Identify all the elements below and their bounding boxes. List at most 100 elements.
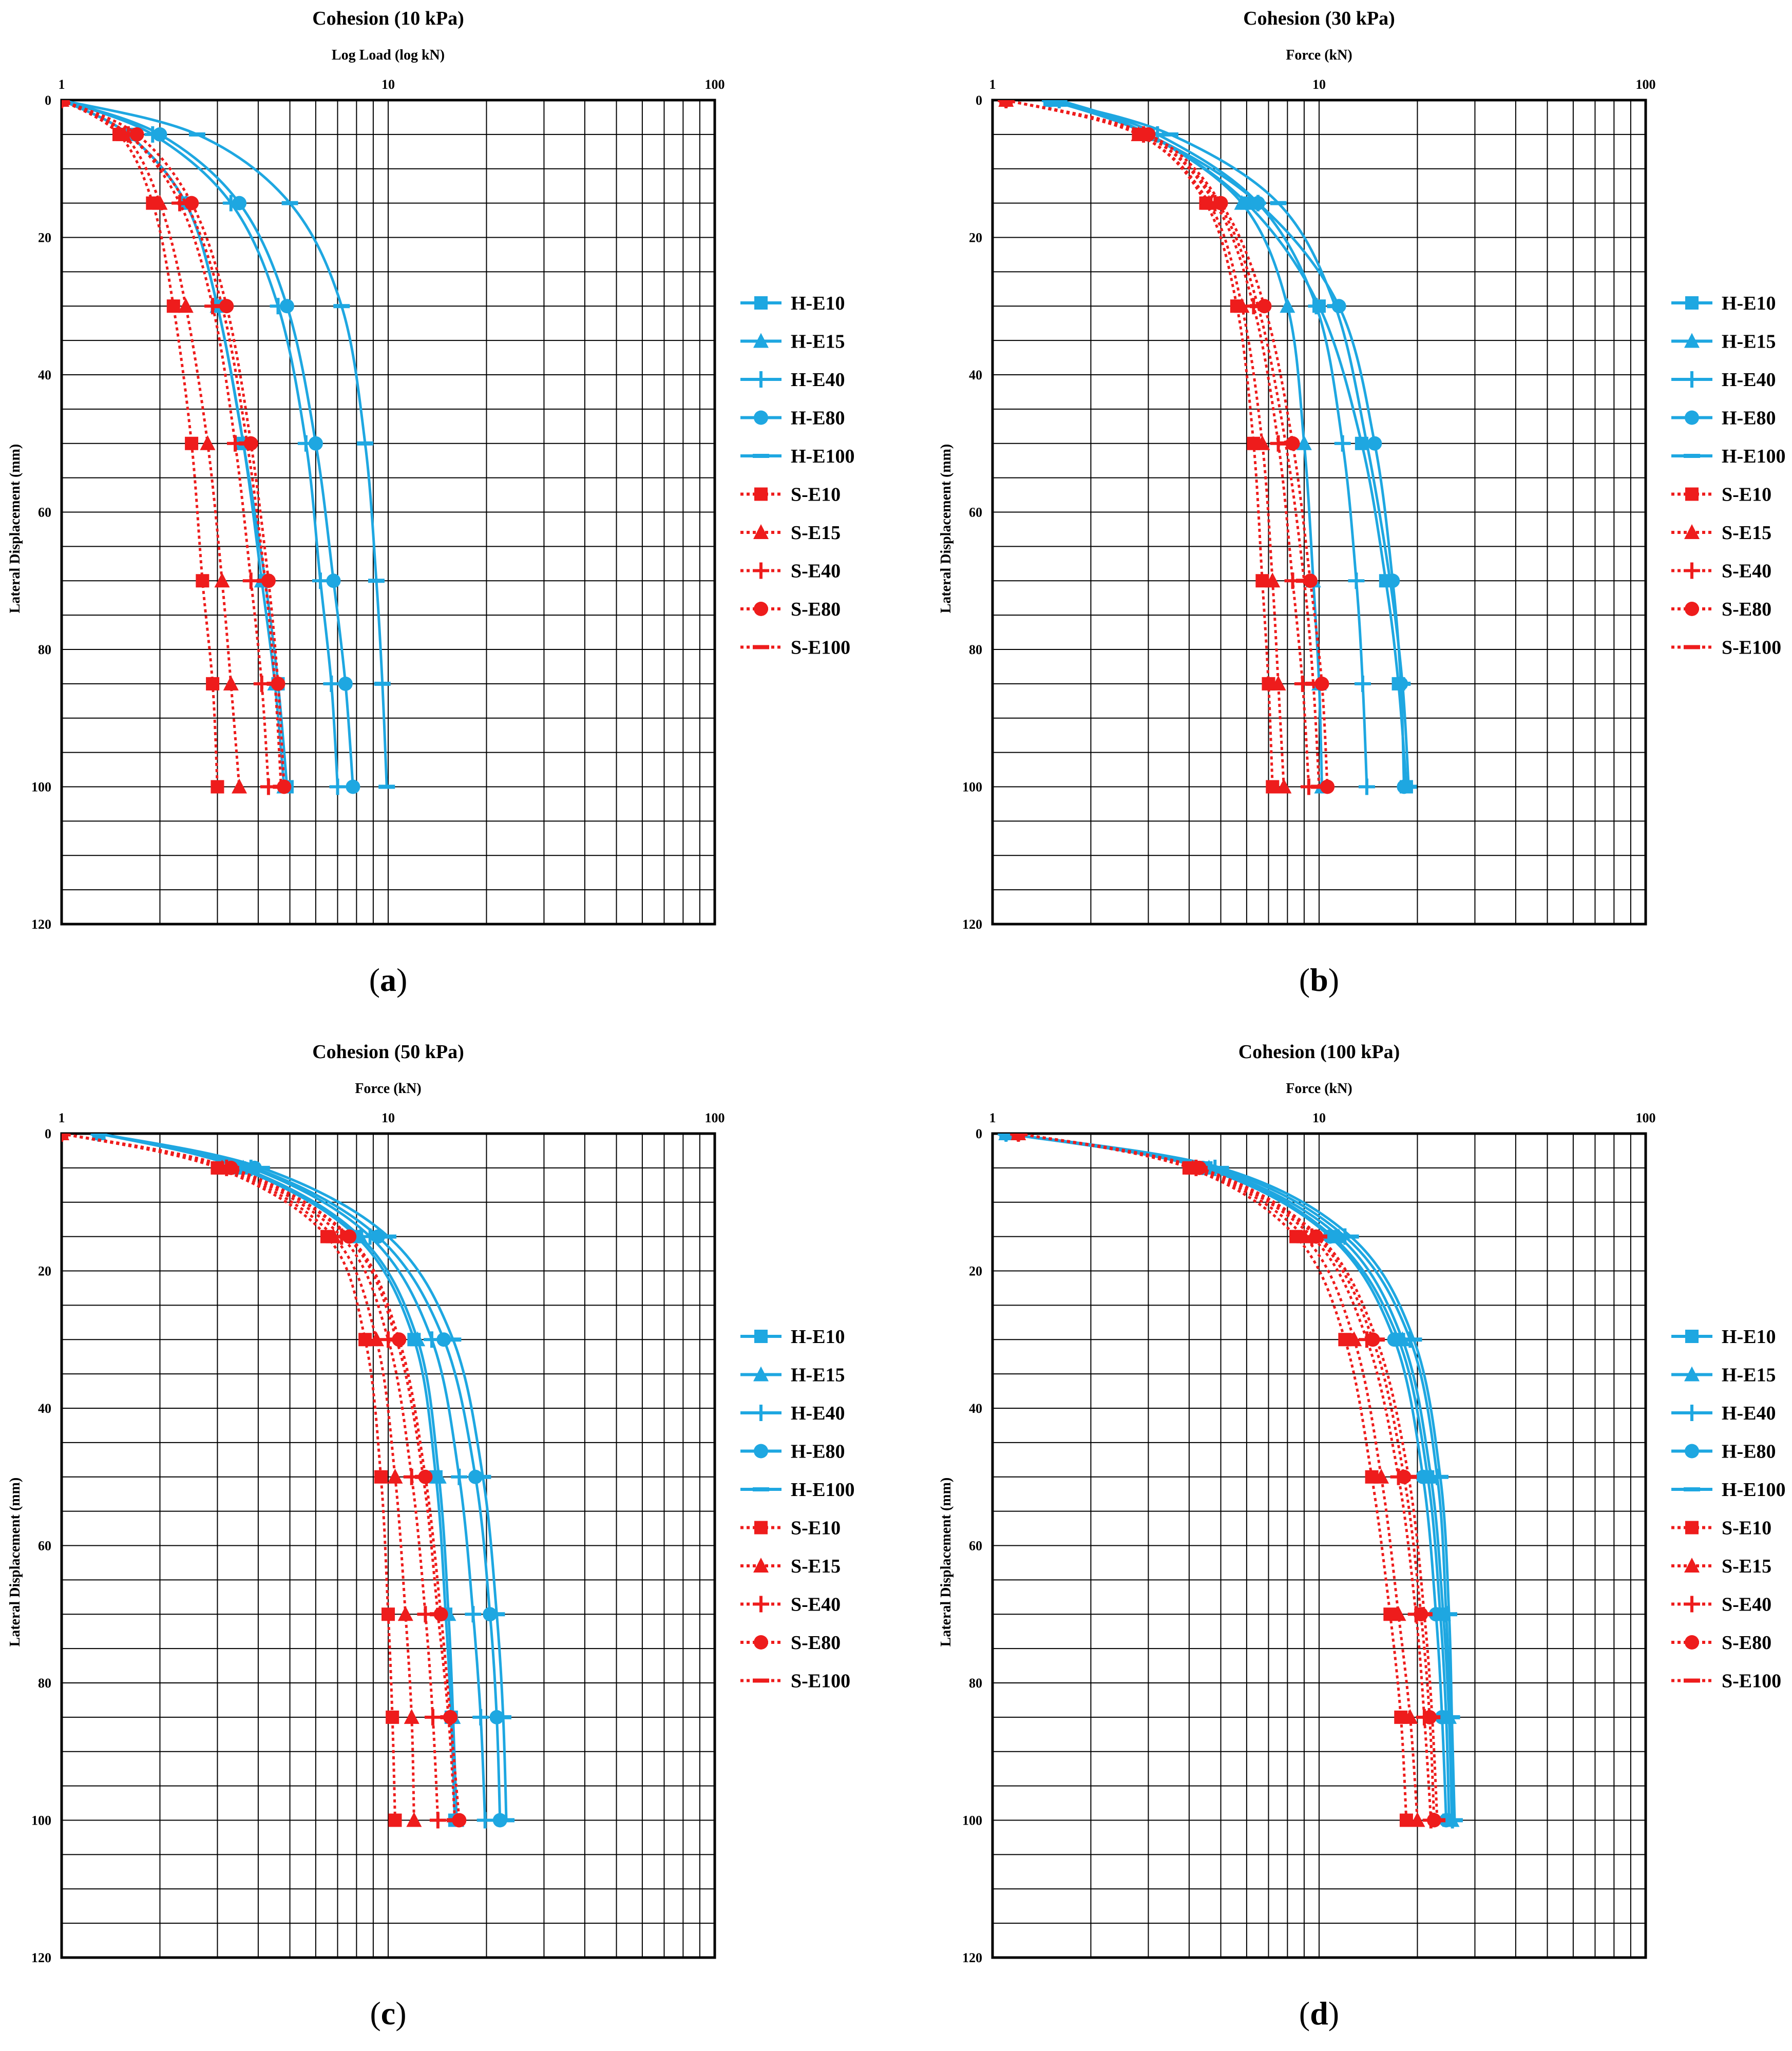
legend-marker-s-e40 [1684,562,1700,579]
x-axis-label: Force (kN) [1286,47,1352,63]
legend-marker-h-e10 [1685,296,1699,310]
data-point-h-e80 [152,127,167,142]
data-point-h-e80 [1416,1469,1431,1484]
y-tick-label: 120 [31,917,51,932]
legend-label-h-e80: H-E80 [1722,408,1776,429]
data-point-h-e15 [1296,435,1312,450]
plot-border [991,1132,1647,1959]
series-line-s-e100 [1005,100,1321,787]
data-point-h-e80 [1439,1813,1454,1828]
legend-marker-h-e40 [1684,1405,1700,1421]
chart-panel-a: Cohesion (10 kPa) Log Load (log kN) Latera… [7,8,855,998]
y-tick-label: 100 [31,780,51,795]
chart-title: Cohesion (10 kPa) [312,8,464,29]
y-tick-label: 80 [969,642,982,657]
y-tick-label: 120 [962,917,982,932]
y-axis-label: Lateral Displacement (mm) [7,444,23,614]
legend-label-s-e100: S-E100 [1722,1671,1781,1692]
legend-label-s-e80: S-E80 [791,1632,841,1654]
data-point-s-e40 [429,1812,446,1829]
legend-marker-s-e80 [754,1635,768,1650]
data-point-h-e80 [308,436,323,451]
data-point-s-e15 [214,572,230,588]
data-point-h-e15 [431,1468,447,1484]
data-point-h-e80 [436,1332,451,1347]
y-tick-label: 80 [38,642,51,657]
legend-marker-h-e10 [754,296,768,310]
legend-label-s-e15: S-E15 [791,1556,841,1577]
data-point-s-e15 [1265,572,1281,588]
data-point-s-e10 [374,1470,388,1484]
data-point-s-e15 [178,298,194,313]
legend-label-h-e10: H-E10 [1722,293,1776,314]
x-tick-label: 10 [1312,77,1326,92]
y-tick-label: 100 [962,780,982,795]
data-point-h-e40 [472,1709,489,1726]
legend-label-h-e100: H-E100 [1722,1479,1786,1501]
data-point-s-e10 [166,299,180,313]
legend-marker-h-e80 [1685,410,1699,425]
chart-title: Cohesion (30 kPa) [1243,8,1395,29]
data-point-s-e15 [1276,778,1292,794]
grid [992,100,1646,925]
x-tick-label: 1 [989,77,996,92]
series-group [62,100,395,795]
legend-marker-h-e15 [753,333,769,348]
data-point-s-e15 [1409,1812,1425,1827]
data-point-h-e80 [1323,1229,1338,1244]
y-tick-label: 40 [38,1401,51,1416]
legend-marker-s-e15 [1684,1558,1700,1573]
series-line-h-e80 [62,100,354,787]
legend-label-h-e15: H-E15 [1722,1365,1776,1386]
data-point-s-e10 [185,436,199,450]
legend-label-h-e80: H-E80 [791,408,845,429]
y-tick-label: 20 [38,1264,51,1279]
legend-label-s-e15: S-E15 [791,522,841,544]
data-point-h-e40 [323,675,340,692]
legend-label-s-e10: S-E10 [791,484,841,506]
data-point-h-e80 [326,573,341,588]
legend-label-s-e40: S-E40 [791,1594,841,1616]
legend-marker-s-e40 [1684,1596,1700,1613]
legend-label-h-e40: H-E40 [791,369,845,391]
legend-label-h-e40: H-E40 [1722,369,1776,391]
legend-marker-h-e40 [753,1405,769,1421]
y-tick-label: 60 [38,505,51,520]
data-point-h-e40 [451,1468,468,1485]
data-point-h-e15 [352,1228,368,1243]
legend-marker-s-e80 [1685,1635,1699,1650]
legend-label-s-e80: S-E80 [791,599,841,620]
data-point-h-e40 [1051,100,1067,108]
data-point-s-e10 [386,1710,399,1724]
x-tick-label: 100 [705,1110,725,1125]
data-point-s-e10 [1266,780,1280,794]
legend-marker-s-e10 [754,487,768,501]
legend: H-E10 H-E15 H-E40 H-E80 H-E100 S-E10 S-E15 S-E4… [740,293,855,659]
legend-label-s-e100: S-E100 [1722,637,1781,659]
series-line-h-e100 [62,100,388,787]
data-point-s-e15 [152,195,168,210]
legend: H-E10 H-E15 H-E40 H-E80 H-E100 S-E10 S-E15 S-E4… [740,1326,855,1692]
data-point-h-e15 [410,1331,426,1347]
y-tick-label: 0 [976,1126,982,1141]
legend-marker-h-e80 [754,1444,768,1459]
data-point-s-e80 [1320,779,1335,794]
legend-marker-h-e15 [1684,1366,1700,1382]
legend-marker-h-e40 [753,371,769,388]
legend-label-h-e80: H-E80 [1722,1441,1776,1463]
x-axis-label: Force (kN) [1286,1081,1352,1097]
y-tick-label: 120 [962,1950,982,1965]
legend-marker-s-e80 [754,602,768,616]
x-tick-label: 10 [1312,1110,1326,1125]
legend-label-s-e10: S-E10 [791,1518,841,1539]
legend-marker-h-e80 [1685,1444,1699,1459]
plot-border [60,1132,716,1959]
legend-label-h-e15: H-E15 [1722,331,1776,353]
legend-label-h-e100: H-E100 [791,446,855,467]
data-point-h-e40 [465,1606,482,1623]
data-point-s-e15 [397,1606,413,1621]
legend-marker-h-e80 [754,410,768,425]
legend-label-s-e40: S-E40 [791,561,841,582]
panel-label: (d) [1299,1995,1339,2031]
